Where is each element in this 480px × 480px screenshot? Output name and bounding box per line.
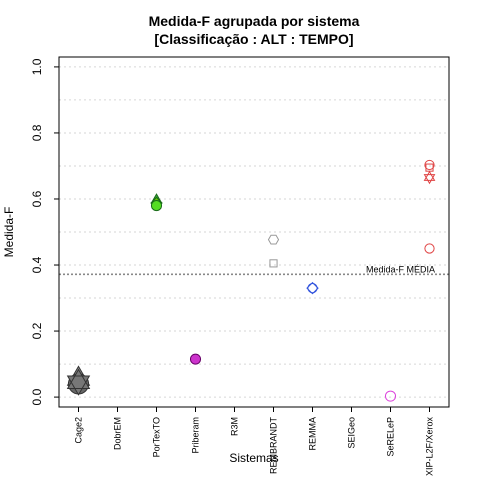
- x-tick-label: R3M: [230, 417, 240, 436]
- y-tick-label: 1.0: [30, 58, 44, 75]
- x-axis-label: Sistemas: [229, 451, 278, 465]
- reference-line-group: Medida-F MÉDIA: [59, 264, 449, 276]
- y-axis: 0.0 0.2 0.4 0.6 0.8 1.0: [30, 58, 59, 405]
- data-points: [66, 159, 436, 402]
- y-tick-label: 0.0: [30, 388, 44, 405]
- y-tick-label: 0.8: [30, 124, 44, 141]
- chart-title-line2: [Classificação : ALT : TEMPO]: [154, 31, 353, 47]
- point-square: [269, 259, 278, 268]
- point-circle: [384, 390, 397, 402]
- point-circle: [189, 353, 202, 365]
- point-star: [66, 368, 91, 396]
- point-circle: [424, 243, 435, 254]
- point-hexagon: [267, 234, 280, 245]
- x-tick-label: XIP-L2F/Xerox: [425, 417, 435, 477]
- point-star: [423, 170, 436, 185]
- x-tick-label: Priberam: [191, 417, 201, 454]
- y-tick-label: 0.6: [30, 190, 44, 207]
- x-axis: Cage2 DobrEM PorTexTO Priberam R3M REMBRANDT R…: [74, 407, 435, 476]
- y-tick-label: 0.4: [30, 256, 44, 273]
- x-tick-label: SEIGeo: [347, 417, 357, 449]
- y-axis-label: Medida-F: [2, 207, 16, 258]
- point-circle: [424, 159, 435, 171]
- point-circle: [307, 283, 318, 294]
- x-tick-label: SeRELeP: [386, 417, 396, 457]
- x-tick-label: REMBRANDT: [269, 417, 279, 475]
- x-tick-label: PorTexTO: [152, 417, 162, 457]
- point-diamond: [306, 281, 319, 295]
- x-tick-label: Cage2: [74, 417, 84, 444]
- x-tick-label: REMMA: [308, 417, 318, 451]
- grid-lines: [59, 66, 449, 398]
- plot-frame: [58, 56, 450, 408]
- x-tick-label: DobrEM: [113, 417, 123, 450]
- chart-title-line1: Medida-F agrupada por sistema: [149, 13, 360, 29]
- point-circle: [150, 200, 163, 212]
- reference-line-label: Medida-F MÉDIA: [366, 264, 435, 274]
- point-square: [425, 163, 434, 172]
- y-tick-label: 0.2: [30, 322, 44, 339]
